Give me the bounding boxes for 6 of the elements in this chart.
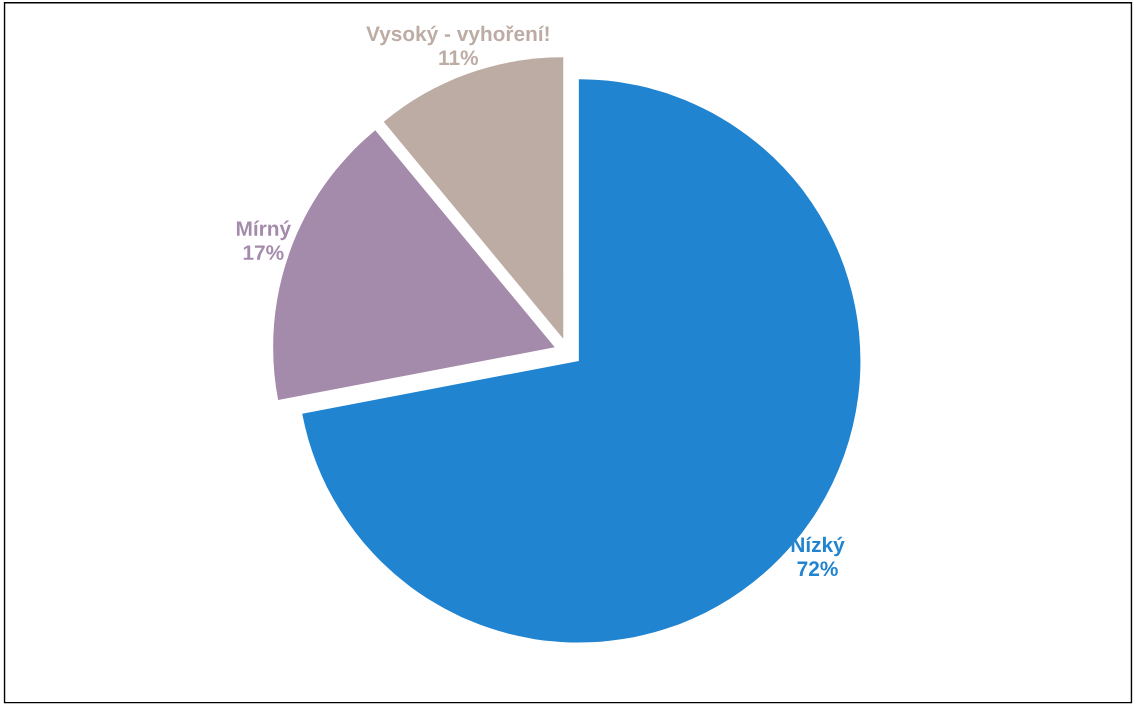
slice-label: Nízký: [791, 536, 845, 557]
data-label: 72%: [797, 561, 838, 577]
slice-label: Vysoký - vyhoření!: [366, 25, 549, 46]
data-label: 11%: [439, 50, 479, 66]
data-label: 17%: [243, 245, 284, 260]
slice-label: Mírný: [236, 220, 291, 241]
